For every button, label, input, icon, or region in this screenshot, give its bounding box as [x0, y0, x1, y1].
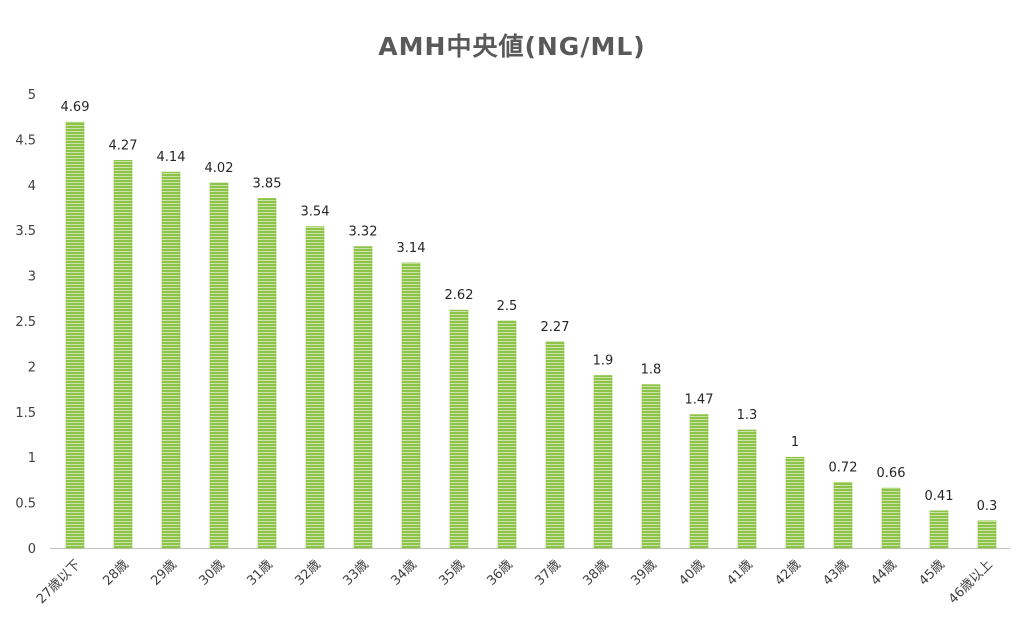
bar	[689, 414, 709, 549]
x-tick-label: 42歳	[772, 557, 803, 588]
data-label: 3.32	[349, 225, 378, 240]
x-axis: 27歳以下 28歳 29歳 30歳 31歳 32歳 33歳 34歳 35歳 36歳 37歳 38歳 39…	[34, 557, 996, 607]
bar	[353, 246, 373, 549]
y-tick-label: 1	[28, 451, 36, 466]
bar	[497, 320, 517, 549]
y-tick-label: 3.5	[15, 224, 36, 239]
x-tick-label: 37歳	[532, 557, 563, 588]
data-label: 1	[791, 435, 799, 450]
data-label: 3.85	[253, 176, 282, 191]
data-label: 4.27	[109, 138, 138, 153]
x-tick-label: 43歳	[820, 557, 851, 588]
y-tick-label: 2.5	[15, 315, 36, 330]
data-label: 1.9	[593, 353, 614, 368]
data-label: 0.3	[977, 499, 998, 514]
bar	[881, 487, 901, 549]
bar	[593, 375, 613, 549]
bar	[113, 159, 133, 549]
y-tick-label: 1.5	[15, 406, 36, 421]
data-label: 4.14	[157, 150, 186, 165]
bar	[401, 262, 421, 549]
data-label: 2.5	[497, 299, 518, 314]
bar	[977, 520, 997, 549]
y-tick-label: 0.5	[15, 497, 36, 512]
bar	[65, 121, 85, 549]
x-tick-label: 34歳	[388, 557, 419, 588]
x-tick-label: 33歳	[340, 557, 371, 588]
bar	[545, 341, 565, 549]
data-label: 3.14	[397, 241, 426, 256]
x-tick-label: 41歳	[724, 557, 755, 588]
x-tick-label: 28歳	[100, 557, 131, 588]
bar	[641, 384, 661, 549]
y-tick-label: 0	[28, 542, 36, 557]
data-label: 1.8	[641, 363, 662, 378]
bar	[449, 309, 469, 549]
data-label: 3.54	[301, 205, 330, 220]
data-label: 1.47	[685, 393, 714, 408]
y-tick-label: 3	[28, 270, 36, 285]
bar	[305, 226, 325, 549]
x-tick-label: 31歳	[244, 557, 275, 588]
y-tick-label: 2	[28, 360, 36, 375]
x-tick-label: 36歳	[484, 557, 515, 588]
x-tick-label: 39歳	[628, 557, 659, 588]
bar	[833, 482, 853, 549]
x-tick-label: 46歳以上	[946, 557, 996, 607]
x-tick-label: 32歳	[292, 557, 323, 588]
x-tick-label: 35歳	[436, 557, 467, 588]
data-label: 0.72	[829, 461, 858, 476]
x-tick-label: 27歳以下	[34, 557, 84, 607]
bar	[209, 182, 229, 549]
bar-series	[65, 121, 997, 549]
data-label: 4.02	[205, 161, 234, 176]
bar	[929, 510, 949, 549]
x-tick-label: 40歳	[676, 557, 707, 588]
data-label: 0.66	[877, 466, 906, 481]
data-label: 2.62	[445, 288, 474, 303]
bar	[785, 456, 805, 549]
data-labels: 4.69 4.27 4.14 4.02 3.85 3.54 3.32 3.14 2.62 2.5 2…	[61, 100, 998, 514]
bar	[161, 171, 181, 549]
x-tick-label: 45歳	[916, 557, 947, 588]
y-axis: 0 0.5 1 1.5 2 2.5 3 3.5 4 4.5 5	[15, 88, 36, 557]
y-tick-label: 5	[28, 88, 36, 103]
data-label: 2.27	[541, 320, 570, 335]
x-tick-label: 29歳	[148, 557, 179, 588]
x-tick-label: 44歳	[868, 557, 899, 588]
data-label: 1.3	[737, 408, 758, 423]
data-label: 4.69	[61, 100, 90, 115]
y-tick-label: 4	[28, 179, 36, 194]
x-tick-label: 30歳	[196, 557, 227, 588]
y-tick-label: 4.5	[15, 133, 36, 148]
chart-title: AMH中央値(NG/ML)	[378, 32, 645, 61]
bar	[737, 429, 757, 549]
x-tick-label: 38歳	[580, 557, 611, 588]
data-label: 0.41	[925, 489, 954, 504]
bar	[257, 198, 277, 549]
